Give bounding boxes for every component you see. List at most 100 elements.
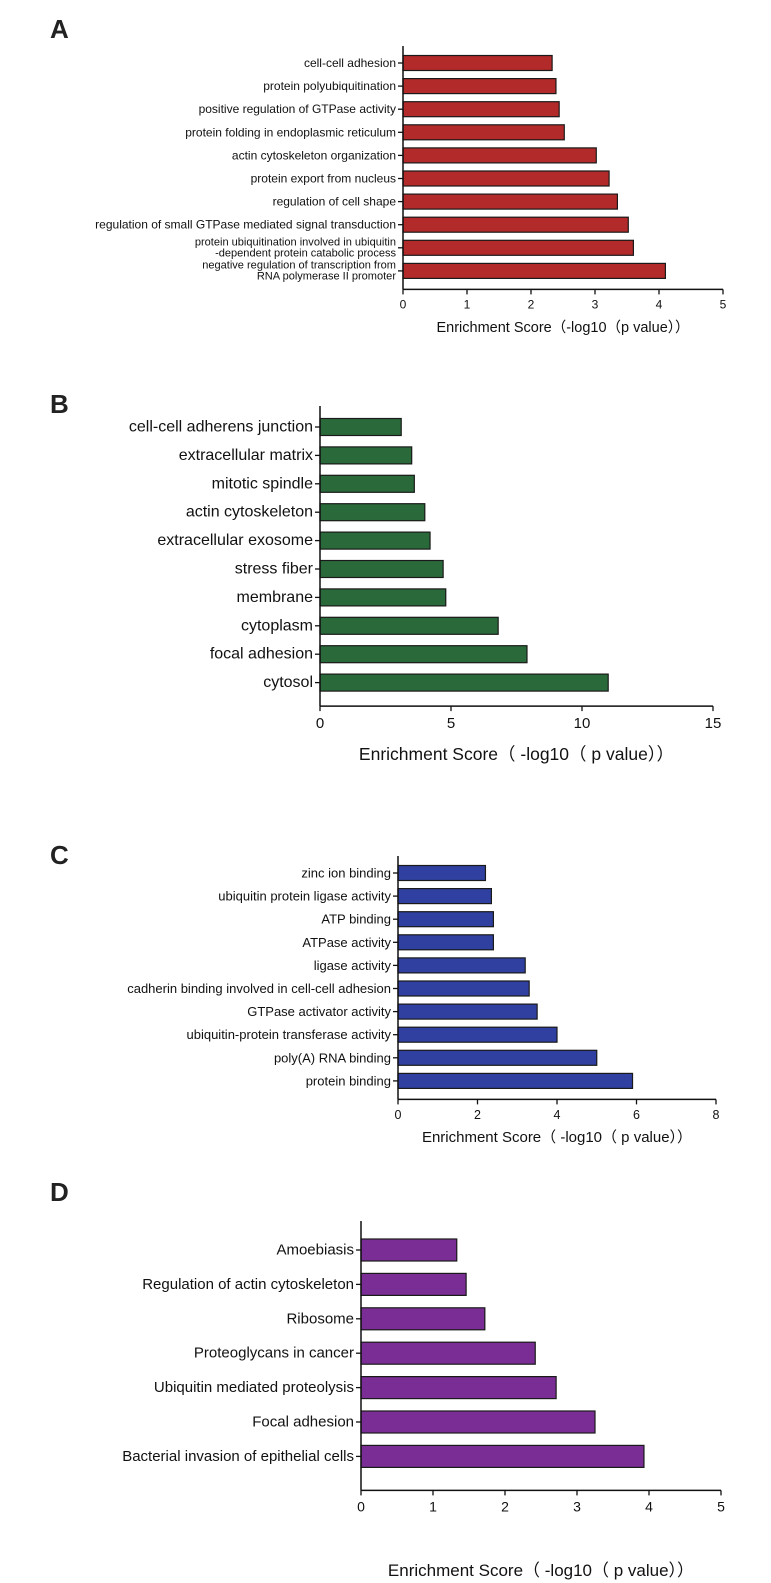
- bar: [402, 147, 597, 164]
- x-tick-label: 3: [573, 1498, 581, 1514]
- bar: [319, 503, 426, 522]
- bar: [319, 559, 444, 579]
- category-label: protein folding in endoplasmic reticulum: [185, 125, 396, 139]
- bar: [360, 1307, 486, 1331]
- x-tick-label: 3: [592, 297, 599, 311]
- x-tick-label: 0: [316, 715, 324, 732]
- category-label: GTPase activator activity: [247, 1004, 391, 1019]
- x-tick-label: 0: [395, 1108, 402, 1122]
- bar: [402, 124, 565, 141]
- category-label: protein ubiquitination involved in ubiqu…: [195, 237, 397, 260]
- x-tick-label: 15: [705, 715, 722, 732]
- panel-letter: A: [50, 14, 69, 44]
- category-label: Focal adhesion: [252, 1414, 354, 1431]
- x-tick-label: 4: [645, 1498, 653, 1514]
- x-tick-label: 5: [720, 297, 727, 311]
- x-tick-label: 4: [554, 1108, 561, 1122]
- category-label: ubiquitin-protein transferase activity: [187, 1027, 392, 1042]
- x-tick-label: 2: [501, 1498, 509, 1514]
- bar: [397, 1072, 634, 1090]
- x-tick-label: 2: [474, 1108, 481, 1122]
- category-label: cytosol: [263, 674, 313, 691]
- category-label: protein binding: [306, 1073, 391, 1088]
- category-label: regulation of cell shape: [273, 195, 397, 209]
- category-label: focal adhesion: [210, 646, 313, 663]
- bar: [397, 980, 530, 997]
- x-tick-label: 1: [464, 297, 471, 311]
- x-tick-label: 10: [574, 715, 591, 732]
- bar: [397, 911, 495, 928]
- bar: [360, 1238, 458, 1262]
- bar: [397, 864, 487, 882]
- x-tick-label: 0: [400, 297, 407, 311]
- x-tick-label: 0: [357, 1498, 365, 1514]
- bar: [397, 957, 526, 974]
- category-label: protein polyubiquitination: [263, 79, 396, 93]
- bar: [402, 170, 610, 187]
- x-tick-label: 5: [717, 1498, 725, 1514]
- category-label-line: protein ubiquitination involved in ubiqu…: [195, 237, 396, 249]
- category-label: Bacterial invasion of epithelial cells: [122, 1448, 354, 1465]
- x-tick-label: 1: [429, 1498, 437, 1514]
- category-label: regulation of small GTPase mediated sign…: [95, 218, 396, 232]
- bar: [319, 474, 415, 493]
- bar: [397, 1003, 538, 1020]
- bar: [360, 1444, 645, 1469]
- bar: [319, 417, 402, 437]
- bar: [397, 934, 495, 951]
- category-label: Regulation of actin cytoskeleton: [142, 1276, 354, 1293]
- bar: [319, 531, 431, 550]
- bar: [402, 101, 560, 118]
- x-tick-label: 4: [656, 297, 663, 311]
- category-label: ATP binding: [321, 912, 391, 927]
- category-label: poly(A) RNA binding: [274, 1050, 391, 1065]
- category-label: Ubiquitin mediated proteolysis: [154, 1379, 354, 1396]
- category-label: Amoebiasis: [276, 1242, 354, 1259]
- bar: [360, 1410, 596, 1434]
- category-label: membrane: [237, 589, 314, 606]
- x-axis-label: Enrichment Score（ -log10（ p value））: [388, 1561, 694, 1580]
- bar: [360, 1341, 536, 1365]
- bar: [319, 645, 528, 664]
- bar: [397, 1026, 558, 1043]
- bar: [402, 216, 629, 233]
- category-label: positive regulation of GTPase activity: [199, 102, 396, 116]
- bar: [402, 193, 618, 210]
- category-label: actin cytoskeleton: [186, 504, 313, 521]
- category-label: ligase activity: [314, 958, 392, 973]
- category-label-line: RNA polymerase II promoter: [257, 271, 396, 283]
- x-axis-label: Enrichment Score（ -log10（ p value））: [359, 744, 674, 764]
- category-label: actin cytoskeleton organization: [232, 148, 396, 162]
- category-label-line: negative regulation of transcription fro…: [202, 260, 396, 272]
- category-label: cytoplasm: [241, 617, 313, 634]
- category-label: extracellular exosome: [157, 532, 313, 549]
- category-label: cell-cell adherens junction: [129, 419, 313, 436]
- bar: [360, 1272, 467, 1297]
- x-tick-label: 6: [633, 1108, 640, 1122]
- bar: [402, 77, 557, 95]
- panel-letter: C: [50, 840, 69, 870]
- category-label: cell-cell adhesion: [304, 56, 396, 70]
- category-label: Proteoglycans in cancer: [194, 1345, 354, 1362]
- bar: [319, 446, 413, 465]
- category-label: ubiquitin protein ligase activity: [218, 889, 391, 904]
- bar: [397, 887, 493, 905]
- category-label: stress fiber: [235, 561, 314, 578]
- bar: [402, 54, 553, 72]
- category-label: zinc ion binding: [301, 866, 391, 881]
- bar: [402, 262, 666, 279]
- panel-letter: D: [50, 1177, 69, 1207]
- category-label-line: -dependent protein catabolic process: [215, 248, 396, 260]
- x-axis-label: Enrichment Score（-log10（p value））: [436, 319, 689, 336]
- category-label: cadherin binding involved in cell-cell a…: [127, 981, 391, 996]
- bar: [319, 588, 447, 607]
- bar: [360, 1375, 557, 1400]
- bar: [402, 239, 634, 256]
- category-label: negative regulation of transcription fro…: [202, 260, 396, 283]
- x-tick-label: 8: [713, 1108, 720, 1122]
- x-tick-label: 2: [528, 297, 535, 311]
